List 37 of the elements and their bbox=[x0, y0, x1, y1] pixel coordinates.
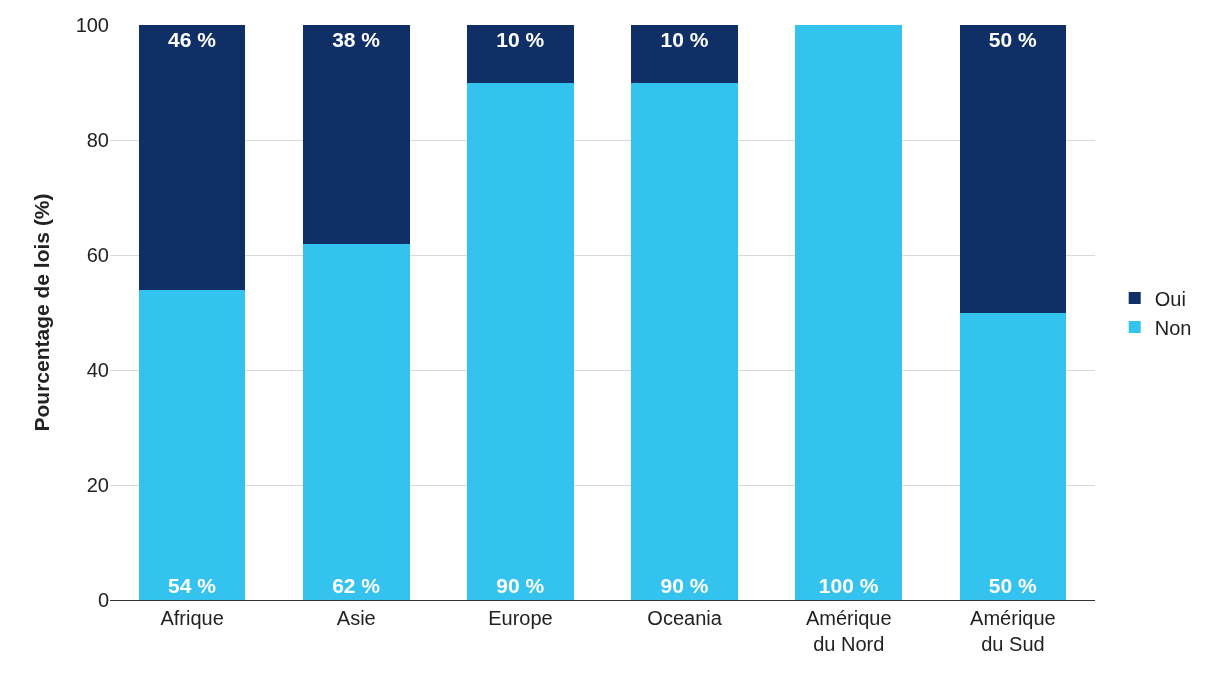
y-tick-label: 100 bbox=[75, 14, 109, 36]
x-tick-label: Amérique du Nord bbox=[805, 607, 892, 655]
legend-label: Oui bbox=[1154, 287, 1186, 310]
data-label: 50 % bbox=[988, 574, 1038, 597]
y-tick-label: 20 bbox=[86, 474, 109, 496]
x-tick-label: Oceania bbox=[647, 607, 723, 629]
data-label: 50 % bbox=[988, 28, 1038, 51]
data-label: 10 % bbox=[496, 28, 545, 51]
y-tick-label: 0 bbox=[97, 589, 109, 611]
data-label: 90 % bbox=[496, 574, 545, 597]
data-label: 62 % bbox=[332, 574, 381, 597]
bar bbox=[631, 25, 738, 83]
bar bbox=[467, 82, 574, 600]
y-axis-title: Pourcentage de lois (%) bbox=[29, 193, 53, 432]
bar bbox=[138, 289, 246, 600]
data-label: 38 % bbox=[332, 28, 381, 51]
bar bbox=[138, 25, 246, 290]
y-tick-label: 40 bbox=[86, 359, 109, 381]
data-label: 100 % bbox=[818, 574, 879, 597]
x-tick-label: Europe bbox=[488, 607, 553, 629]
x-tick-label: Amérique du Sud bbox=[970, 607, 1056, 655]
bar bbox=[795, 25, 903, 600]
data-label: 10 % bbox=[660, 28, 709, 51]
y-tick-label: 60 bbox=[86, 244, 109, 266]
x-tick-label: Afrique bbox=[160, 607, 224, 629]
bar bbox=[631, 82, 738, 600]
data-label: 54 % bbox=[167, 574, 217, 597]
data-label: 46 % bbox=[167, 28, 217, 51]
legend-label: Non bbox=[1154, 316, 1192, 339]
bar bbox=[302, 25, 410, 244]
x-tick-label: Asie bbox=[336, 607, 376, 629]
bar bbox=[467, 25, 574, 83]
data-label: 90 % bbox=[660, 574, 709, 597]
bar bbox=[302, 243, 410, 600]
bar bbox=[959, 25, 1067, 313]
y-tick-label: 80 bbox=[86, 129, 109, 151]
bar bbox=[959, 312, 1067, 600]
